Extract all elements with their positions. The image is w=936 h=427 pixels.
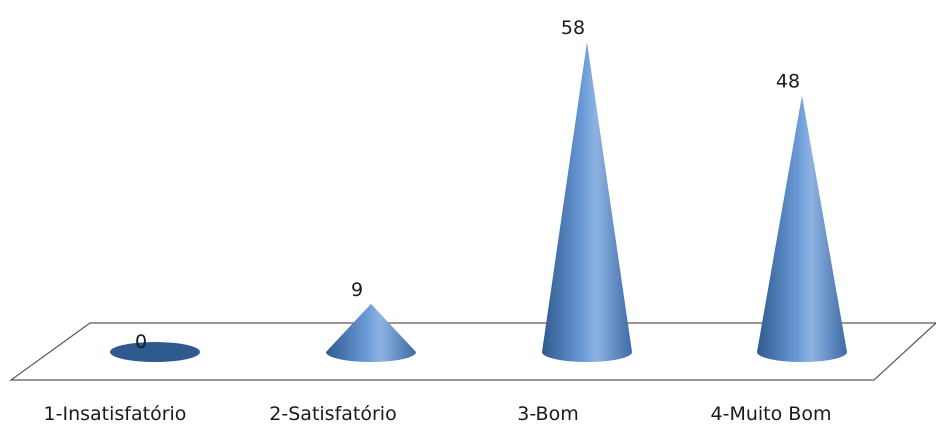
value-label-2: 9 xyxy=(351,279,363,301)
cone-mark-1 xyxy=(110,342,200,362)
cone-mark-2 xyxy=(326,303,416,362)
value-label-1: 0 xyxy=(135,331,147,353)
cone-mark-4 xyxy=(757,95,847,362)
category-label-4: 4-Muito Bom xyxy=(711,403,832,425)
category-label-1: 1-Insatisfatório xyxy=(44,403,187,425)
value-label-3: 58 xyxy=(561,17,585,39)
category-label-3: 3-Bom xyxy=(517,403,578,425)
category-label-2: 2-Satisfatório xyxy=(269,403,396,425)
chart-marks: 0 9 58 48 xyxy=(110,17,847,362)
cone-mark-3 xyxy=(542,42,632,362)
chart-floor xyxy=(9,322,936,381)
value-label-4: 48 xyxy=(776,70,800,92)
